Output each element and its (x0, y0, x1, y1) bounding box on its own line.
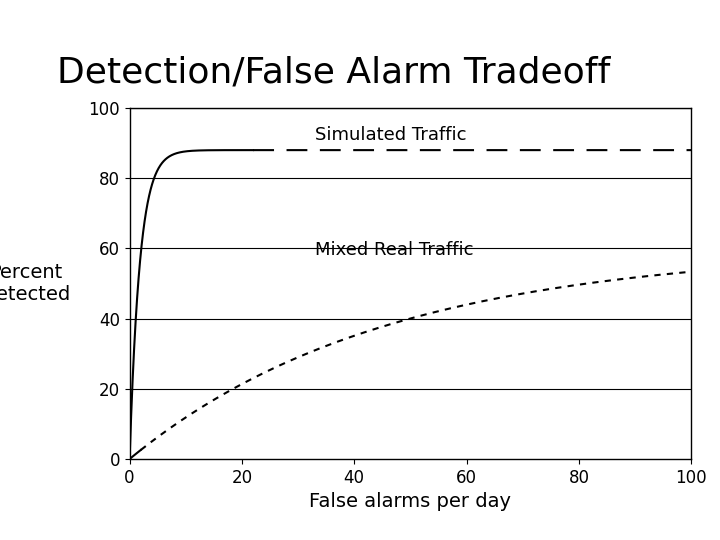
Text: Detection/False Alarm Tradeoff: Detection/False Alarm Tradeoff (57, 56, 610, 90)
Y-axis label: Percent
Detected: Percent Detected (0, 263, 71, 304)
Text: Simulated Traffic: Simulated Traffic (315, 126, 467, 144)
X-axis label: False alarms per day: False alarms per day (310, 492, 511, 511)
Text: Mixed Real Traffic: Mixed Real Traffic (315, 241, 474, 259)
